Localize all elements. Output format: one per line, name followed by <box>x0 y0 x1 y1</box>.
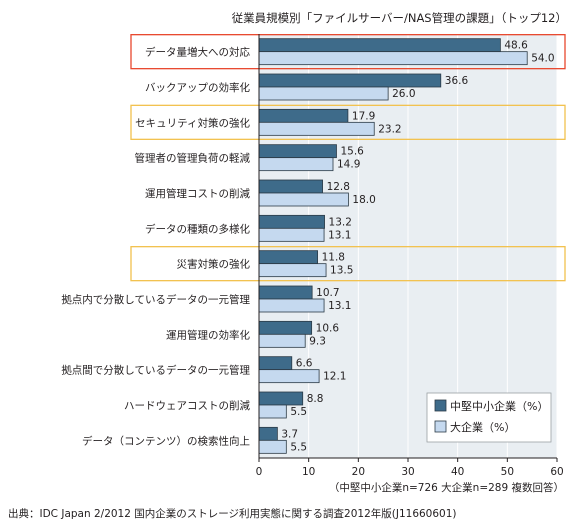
data-label: 10.6 <box>316 322 340 334</box>
data-label: 48.6 <box>504 40 528 52</box>
bar <box>258 179 323 194</box>
bar <box>258 369 320 384</box>
bar <box>258 250 319 265</box>
x-tick-label: 10 <box>302 466 315 478</box>
data-label: 13.1 <box>328 229 351 241</box>
bar <box>258 404 287 419</box>
legend-swatch <box>434 420 447 433</box>
bar <box>258 298 325 313</box>
data-label: 18.0 <box>352 194 375 206</box>
x-tick-label: 20 <box>352 466 365 478</box>
bar <box>258 73 442 88</box>
data-label: 12.8 <box>327 181 350 193</box>
legend-box <box>426 392 552 443</box>
sample-note: （中堅中小企業n=726 大企業n=289 複数回答） <box>329 481 564 494</box>
data-label: 5.5 <box>290 406 307 418</box>
bar <box>258 108 349 123</box>
data-label: 13.2 <box>329 216 352 228</box>
bar <box>258 121 375 136</box>
bar <box>258 192 349 207</box>
highlight-box <box>130 246 566 282</box>
chart-title: 従業員規模別「ファイルサーバー/NAS管理の課題」（トップ12） <box>232 11 567 25</box>
category-label: データ量増大への対応 <box>145 46 250 59</box>
x-tick-label: 60 <box>550 466 563 478</box>
category-label: 災害対策の強化 <box>177 258 251 271</box>
data-label: 15.6 <box>340 146 364 158</box>
bar <box>258 439 287 454</box>
category-label: データ（コンテンツ）の検索性向上 <box>82 434 250 447</box>
x-tick-label: 40 <box>451 466 464 478</box>
bar <box>258 51 528 66</box>
bar <box>258 333 306 348</box>
data-label: 36.6 <box>445 75 469 87</box>
bar <box>258 214 325 229</box>
data-label: 10.7 <box>316 287 339 299</box>
data-label: 13.5 <box>330 265 353 277</box>
data-label: 26.0 <box>392 88 415 100</box>
data-label: 17.9 <box>352 110 375 122</box>
bar <box>258 227 325 242</box>
data-label: 23.2 <box>378 123 401 135</box>
data-label: 3.7 <box>281 428 298 440</box>
data-label: 8.8 <box>307 393 324 405</box>
highlight-box <box>130 104 566 140</box>
highlight-box <box>130 34 566 70</box>
x-tick-label: 50 <box>501 466 514 478</box>
data-label: 54.0 <box>531 53 554 65</box>
bar <box>258 263 327 278</box>
legend-label: 大企業（%） <box>450 420 515 434</box>
data-label: 12.1 <box>323 371 346 383</box>
category-label: データの種類の多様化 <box>145 222 250 235</box>
category-label: バックアップの効率化 <box>145 81 250 94</box>
category-label: 運用管理の効率化 <box>166 328 250 341</box>
x-tick-label: 30 <box>401 466 414 478</box>
bar <box>258 157 334 172</box>
bar <box>258 320 313 335</box>
bar <box>258 144 337 159</box>
data-label: 9.3 <box>309 335 326 347</box>
data-label: 13.1 <box>328 300 351 312</box>
category-label: 拠点間で分散しているデータの一元管理 <box>61 364 250 377</box>
x-tick-label: 0 <box>256 466 263 478</box>
category-label: 拠点内で分散しているデータの一元管理 <box>61 293 250 306</box>
source-text: 出典：IDC Japan 2/2012 国内企業のストレージ利用実態に関する調査… <box>8 507 457 520</box>
bar <box>258 86 389 101</box>
category-label: 運用管理コストの削減 <box>145 187 250 200</box>
data-label: 5.5 <box>290 441 307 453</box>
bar <box>258 38 501 53</box>
category-label: ハードウェアコストの削減 <box>124 399 250 412</box>
data-label: 11.8 <box>322 252 345 264</box>
bar <box>258 356 293 371</box>
data-label: 6.6 <box>296 358 313 370</box>
legend-label: 中堅中小企業（%） <box>450 399 548 413</box>
bar <box>258 426 278 441</box>
bar <box>258 391 304 406</box>
category-label: セキュリティ対策の強化 <box>135 116 250 129</box>
category-label: 管理者の管理負荷の軽減 <box>135 152 251 165</box>
legend-swatch <box>434 399 447 412</box>
data-label: 14.9 <box>337 159 360 171</box>
bar <box>258 285 313 300</box>
